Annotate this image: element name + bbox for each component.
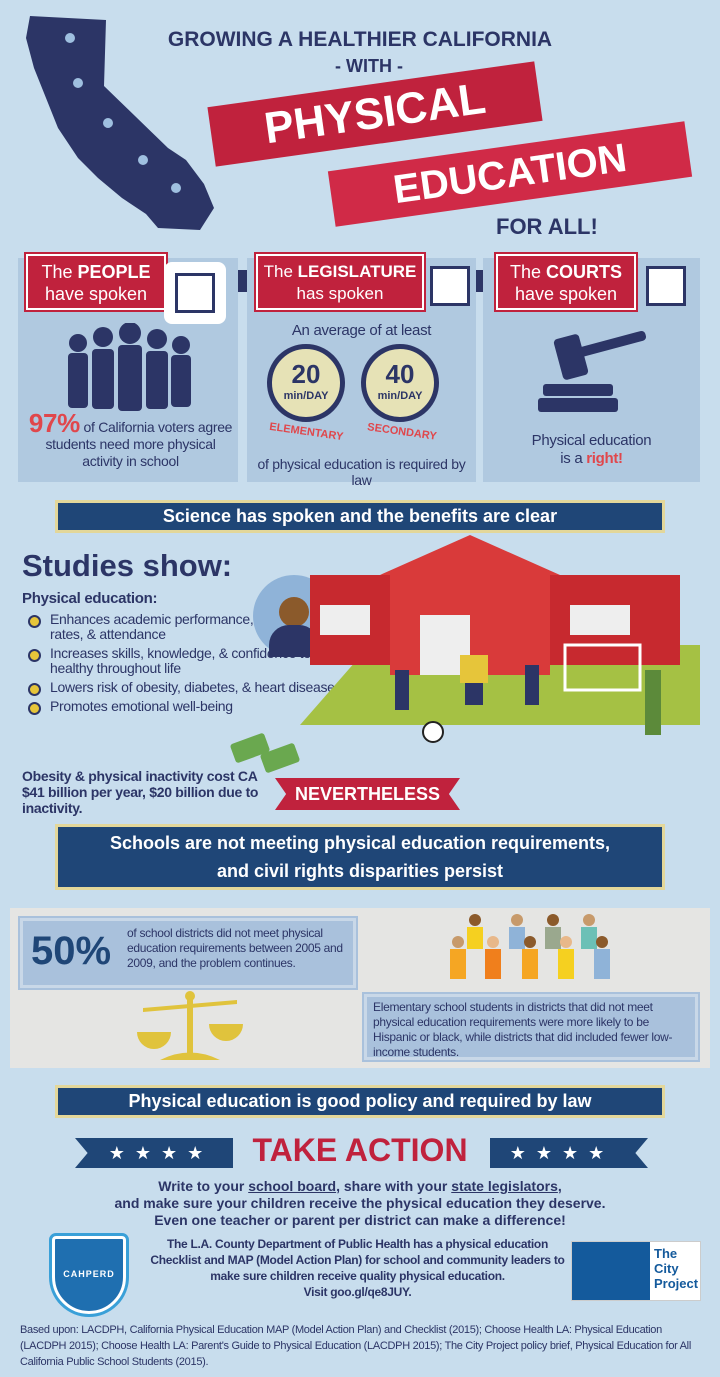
disparity-text: Elementary school students in districts …: [373, 1000, 673, 1059]
title-with: - WITH -: [335, 56, 403, 76]
studies-sub: Physical education:: [22, 590, 158, 607]
lacdph-url-link[interactable]: goo.gl/qe8JUY.: [330, 1285, 412, 1299]
city-project-logo: The City Project: [571, 1241, 701, 1301]
stat-50-box: 50% of school districts did not meet phy…: [18, 916, 358, 990]
school-board-link[interactable]: school board: [248, 1178, 337, 1194]
label-courts: The COURTS have spoken: [494, 252, 638, 312]
state-legislators-link[interactable]: state legislators: [451, 1178, 558, 1194]
label-elementary: ELEMENTARY: [268, 420, 345, 444]
cost-text: Obesity & physical inactivity cost CA $4…: [22, 768, 259, 816]
clock-secondary-icon: 40 min/DAY: [361, 344, 439, 422]
school-illustration: [300, 535, 700, 743]
action-text: Write to your school board, share with y…: [114, 1178, 606, 1228]
title-for-all: FOR ALL!: [496, 214, 598, 239]
california-map-icon: [26, 16, 214, 230]
stat-50-text: of school districts did not meet physica…: [127, 926, 343, 970]
policy-banner: Physical education is good policy and re…: [55, 1085, 665, 1118]
people-text-block: 97% of California voters agree students …: [28, 410, 233, 470]
stat-50: 50%: [31, 929, 112, 973]
schools-banner: Schools are not meeting physical educati…: [55, 824, 665, 890]
cahperd-logo: CAHPERD: [49, 1233, 129, 1317]
lacdph-text: The L.A. County Department of Public Hea…: [150, 1237, 565, 1299]
label-legislature: The LEGISLATURE has spoken: [254, 252, 426, 312]
stars-ribbon-left: ★★★★: [75, 1138, 233, 1168]
take-action-title: TAKE ACTION: [252, 1132, 468, 1168]
benefit-item: Promotes emotional well-being: [22, 699, 347, 715]
stat-97: 97%: [28, 408, 80, 438]
stars-ribbon-right: ★★★★: [490, 1138, 648, 1168]
benefit-item: Increases skills, knowledge, & confidenc…: [22, 646, 347, 676]
benefit-item: Enhances academic performance, graduatio…: [22, 612, 347, 642]
checkbox-icon: [646, 266, 686, 306]
legislature-intro: An average of at least: [291, 322, 432, 339]
title-line1: GROWING A HEALTHIER CALIFORNIA: [167, 28, 553, 51]
disparity-text-box: Elementary school students in districts …: [362, 992, 700, 1062]
benefits-list: Enhances academic performance, graduatio…: [22, 612, 347, 718]
benefit-item: Lowers risk of obesity, diabetes, & hear…: [22, 680, 347, 696]
checkbox-icon: [175, 273, 215, 313]
people-text: of California voters agree students need…: [45, 419, 233, 469]
label-people: The PEOPLE have spoken: [24, 252, 168, 312]
clock-elementary-icon: 20 min/DAY: [267, 344, 345, 422]
label-secondary: SECONDARY: [366, 421, 438, 443]
science-banner: Science has spoken and the benefits are …: [55, 500, 665, 533]
speech-bubble: [164, 262, 226, 324]
people-group-icon: [68, 323, 191, 411]
legislature-text: of physical education is required by law: [257, 456, 466, 488]
footer-sources: Based upon: LACDPH, California Physical …: [20, 1324, 691, 1368]
studies-heading: Studies show:: [22, 548, 233, 583]
gavel-icon: [538, 330, 647, 412]
scales-icon: [137, 991, 243, 1060]
students-group-icon: [450, 914, 610, 979]
checkbox-icon: [430, 266, 470, 306]
courts-text: Physical education is a right!: [531, 432, 652, 467]
nevertheless-ribbon: NEVERTHELESS: [275, 778, 460, 810]
